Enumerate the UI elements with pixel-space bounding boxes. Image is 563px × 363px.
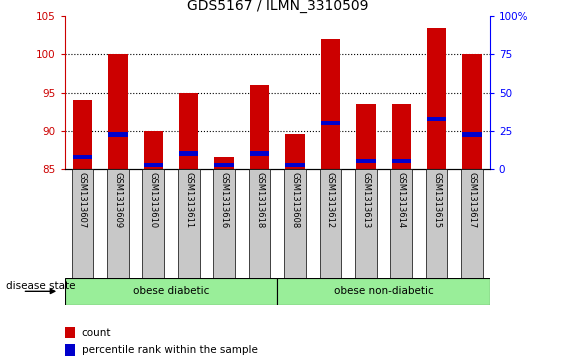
Bar [215, 163, 234, 167]
FancyBboxPatch shape [355, 169, 377, 278]
Text: GSM1313615: GSM1313615 [432, 172, 441, 228]
Bar [144, 131, 163, 169]
Text: disease state: disease state [6, 281, 75, 291]
Bar [250, 151, 269, 156]
FancyBboxPatch shape [65, 278, 278, 305]
FancyBboxPatch shape [178, 169, 199, 278]
Text: GSM1313610: GSM1313610 [149, 172, 158, 228]
Text: percentile rank within the sample: percentile rank within the sample [82, 345, 258, 355]
Text: GSM1313618: GSM1313618 [255, 172, 264, 228]
Bar [321, 39, 340, 169]
Text: obese non-diabetic: obese non-diabetic [334, 286, 434, 296]
Bar [250, 85, 269, 169]
FancyBboxPatch shape [213, 169, 235, 278]
FancyBboxPatch shape [461, 169, 483, 278]
Bar [285, 134, 305, 169]
Bar [321, 121, 340, 125]
Bar [65, 344, 75, 356]
FancyBboxPatch shape [391, 169, 412, 278]
Text: GSM1313608: GSM1313608 [291, 172, 300, 228]
FancyBboxPatch shape [320, 169, 341, 278]
Title: GDS5167 / ILMN_3310509: GDS5167 / ILMN_3310509 [186, 0, 368, 13]
Bar [356, 159, 376, 163]
Text: GSM1313612: GSM1313612 [326, 172, 335, 228]
Bar [391, 159, 411, 163]
Bar [73, 155, 92, 159]
FancyBboxPatch shape [249, 169, 270, 278]
Bar [179, 151, 199, 156]
Text: GSM1313613: GSM1313613 [361, 172, 370, 228]
Bar [427, 28, 446, 169]
Bar [108, 54, 128, 169]
Bar [427, 117, 446, 121]
FancyBboxPatch shape [107, 169, 129, 278]
Bar [462, 54, 482, 169]
Text: GSM1313611: GSM1313611 [184, 172, 193, 228]
Bar [144, 163, 163, 167]
Text: GSM1313616: GSM1313616 [220, 172, 229, 228]
Bar [73, 100, 92, 169]
Text: GSM1313614: GSM1313614 [397, 172, 406, 228]
Text: GSM1313617: GSM1313617 [468, 172, 477, 228]
Bar [285, 163, 305, 167]
Bar [179, 93, 199, 169]
Bar [356, 104, 376, 169]
Text: obese diabetic: obese diabetic [133, 286, 209, 296]
FancyBboxPatch shape [426, 169, 448, 278]
Bar [65, 327, 75, 338]
Text: GSM1313609: GSM1313609 [113, 172, 122, 228]
Bar [108, 132, 128, 136]
FancyBboxPatch shape [284, 169, 306, 278]
Text: GSM1313607: GSM1313607 [78, 172, 87, 228]
Bar [215, 157, 234, 169]
Bar [391, 104, 411, 169]
Text: count: count [82, 327, 111, 338]
Bar [462, 132, 482, 136]
FancyBboxPatch shape [142, 169, 164, 278]
FancyBboxPatch shape [278, 278, 490, 305]
FancyBboxPatch shape [72, 169, 93, 278]
